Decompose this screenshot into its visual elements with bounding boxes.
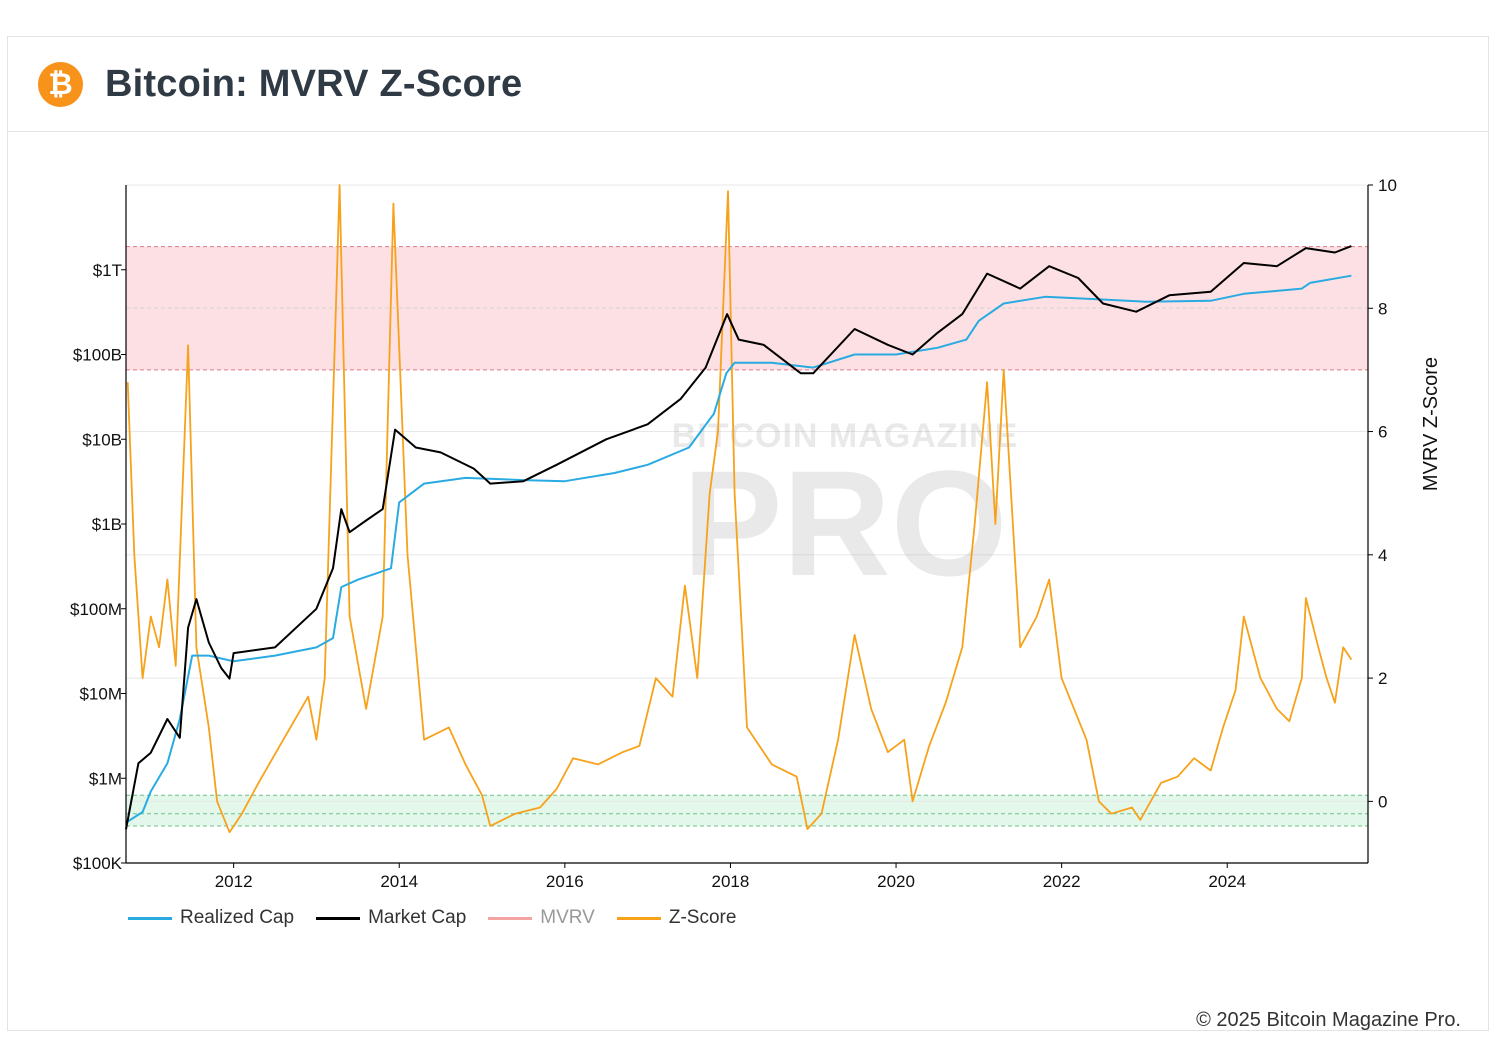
chart-title: Bitcoin: MVRV Z-Score bbox=[105, 63, 523, 105]
y-left-tick-label: $1M bbox=[89, 769, 122, 788]
legend-item-mvrv[interactable]: MVRV bbox=[488, 907, 595, 929]
chart-card: ₿ Bitcoin: MVRV Z-Score bbox=[7, 36, 1489, 1031]
y-right-tick-label: 4 bbox=[1378, 546, 1387, 565]
series-line-z-score bbox=[126, 184, 1353, 834]
x-tick-label: 2016 bbox=[546, 872, 584, 891]
y-left-tick-label: $1B bbox=[92, 515, 122, 534]
legend-label-realized-cap: Realized Cap bbox=[180, 907, 295, 928]
legend-item-realized-cap[interactable]: Realized Cap bbox=[128, 907, 294, 929]
series-lines bbox=[125, 184, 1353, 834]
y-right-tick-label: 8 bbox=[1378, 299, 1387, 318]
legend-label-market-cap: Market Cap bbox=[368, 907, 467, 928]
x-tick-label: 2024 bbox=[1208, 872, 1246, 891]
y-left-tick-label: $10B bbox=[82, 430, 122, 449]
y-left-tick-label: $100B bbox=[73, 346, 122, 365]
legend: Realized Cap Market Cap MVRV Z-Score bbox=[128, 907, 758, 929]
watermark-line1: BITCOIN MAGAZINE bbox=[672, 417, 1019, 455]
legend-swatch-mvrv bbox=[488, 916, 533, 920]
y-left-tick-label: $1T bbox=[93, 261, 122, 280]
y-right-tick-label: 2 bbox=[1378, 669, 1387, 688]
watermark-line2: PRO bbox=[682, 439, 1007, 607]
bitcoin-logo-icon: ₿ bbox=[38, 62, 83, 107]
legend-label-mvrv: MVRV bbox=[540, 907, 595, 928]
series-line-realized-cap bbox=[125, 274, 1352, 824]
legend-label-z-score: Z-Score bbox=[668, 907, 737, 928]
x-tick-label: 2014 bbox=[380, 872, 418, 891]
copyright: © 2025 Bitcoin Magazine Pro. bbox=[1196, 1009, 1461, 1031]
legend-item-market-cap[interactable]: Market Cap bbox=[316, 907, 466, 929]
y-right-tick-label: 10 bbox=[1378, 176, 1397, 195]
x-tick-label: 2018 bbox=[712, 872, 750, 891]
x-tick-label: 2020 bbox=[877, 872, 915, 891]
y-left-tick-label: $10M bbox=[79, 685, 122, 704]
y-right-tick-label: 0 bbox=[1378, 792, 1387, 811]
legend-swatch-z-score bbox=[616, 916, 661, 920]
series-line-market-cap bbox=[125, 245, 1352, 830]
legend-swatch-market-cap bbox=[316, 916, 361, 920]
watermark: BITCOIN MAGAZINE PRO bbox=[672, 417, 1019, 607]
legend-item-z-score[interactable]: Z-Score bbox=[616, 907, 737, 929]
legend-swatch-realized-cap bbox=[128, 916, 172, 920]
x-tick-label: 2022 bbox=[1043, 872, 1081, 891]
x-tick-label: 2012 bbox=[215, 872, 253, 891]
y-right-axis-label: MVRV Z-Score bbox=[1420, 357, 1442, 491]
y-left-tick-label: $100K bbox=[73, 854, 123, 873]
chart-header: ₿ Bitcoin: MVRV Z-Score bbox=[8, 37, 1488, 132]
y-left-tick-label: $100M bbox=[70, 600, 122, 619]
axes: 2012 2014 2016 2018 2020 2022 2024 $100K $1M $10M… bbox=[70, 176, 1442, 891]
y-right-tick-label: 6 bbox=[1378, 423, 1387, 442]
green-zone bbox=[126, 795, 1368, 827]
